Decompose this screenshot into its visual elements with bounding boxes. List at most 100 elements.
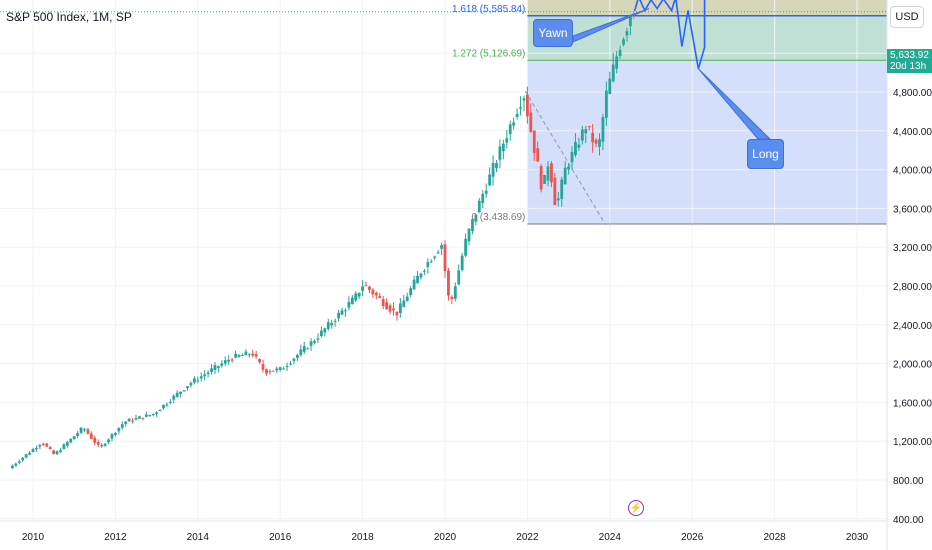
candle-body bbox=[131, 420, 134, 422]
zone-0-1272 bbox=[527, 60, 887, 225]
candle-body bbox=[608, 78, 612, 94]
price-tick-label: 2,000.00 bbox=[893, 360, 932, 371]
candle-body bbox=[405, 296, 409, 302]
candle-body bbox=[251, 353, 255, 356]
candle-body bbox=[62, 444, 66, 449]
candle-body bbox=[378, 295, 382, 298]
candle-body bbox=[495, 162, 498, 169]
candle-body bbox=[505, 138, 509, 143]
candle-body bbox=[196, 380, 200, 382]
candle-body bbox=[357, 292, 361, 297]
candle-body bbox=[271, 370, 275, 372]
candle-body bbox=[124, 421, 128, 424]
candle-body bbox=[460, 255, 464, 271]
price-axis[interactable]: 400.00 800.00 1,200.00 1,600.00 2,000.00 2,40… bbox=[886, 0, 932, 550]
candle-body bbox=[289, 363, 292, 365]
candle-body bbox=[110, 434, 114, 439]
currency-button[interactable]: USD bbox=[890, 6, 924, 28]
last-price: 5,633.92 bbox=[890, 50, 929, 61]
candle-body bbox=[17, 461, 21, 463]
time-tick-label: 2022 bbox=[516, 532, 539, 543]
candle-body bbox=[529, 112, 533, 132]
candle-body bbox=[368, 286, 371, 291]
candle-body bbox=[141, 417, 145, 419]
candle-body bbox=[536, 148, 540, 162]
long-callout[interactable]: Long bbox=[747, 139, 784, 169]
candle-body bbox=[464, 238, 467, 256]
candle-body bbox=[443, 244, 447, 271]
candle-body bbox=[299, 349, 303, 355]
time-tick-label: 2020 bbox=[434, 532, 457, 543]
candle-body bbox=[38, 445, 42, 447]
candle-body bbox=[347, 302, 351, 308]
candle-body bbox=[11, 465, 14, 469]
candle-body bbox=[385, 302, 389, 310]
candle-body bbox=[350, 297, 354, 305]
price-tick-label: 1,200.00 bbox=[893, 437, 932, 448]
candle-body bbox=[192, 378, 196, 383]
candle-body bbox=[292, 358, 296, 361]
last-price-tag: 5,633.92 20d 13h bbox=[887, 49, 932, 73]
candle-body bbox=[144, 414, 148, 417]
price-tick-label: 3,600.00 bbox=[893, 204, 932, 215]
candle-body bbox=[117, 427, 121, 432]
time-axis[interactable]: 2010 2012 2014 2016 2018 2020 2022 2024 2026 2028… bbox=[0, 520, 887, 543]
yawn-callout[interactable]: Yawn bbox=[533, 19, 573, 47]
candle-body bbox=[55, 451, 59, 455]
candle-body bbox=[457, 270, 461, 285]
candle-body bbox=[103, 443, 107, 446]
candle-body bbox=[426, 262, 430, 267]
candle-body bbox=[230, 359, 234, 361]
candle-body bbox=[186, 386, 189, 389]
candle-body bbox=[423, 270, 426, 272]
candle-body bbox=[364, 285, 368, 287]
candle-body bbox=[223, 360, 227, 364]
candle-body bbox=[265, 369, 268, 374]
price-tick-label: 800.00 bbox=[893, 476, 924, 487]
candle-body bbox=[374, 292, 378, 296]
candle-body bbox=[206, 372, 210, 375]
lightning-icon[interactable]: ⚡ bbox=[628, 500, 644, 516]
candle-body bbox=[388, 305, 392, 312]
candle-body bbox=[498, 146, 502, 160]
time-tick-label: 2018 bbox=[351, 532, 374, 543]
candle-body bbox=[162, 404, 165, 409]
candle-body bbox=[560, 179, 564, 199]
candle-body bbox=[354, 293, 358, 301]
fib-labels: 1.618 (5,585.84) 1.272 (5,126.69) 0 (3,438… bbox=[452, 4, 525, 223]
candle-body bbox=[526, 94, 529, 117]
candle-body bbox=[604, 90, 608, 118]
candle-body bbox=[591, 132, 595, 143]
candle-body bbox=[41, 443, 45, 445]
candle-body bbox=[563, 167, 567, 185]
candle-body bbox=[182, 390, 186, 392]
candle-body bbox=[217, 366, 220, 368]
candle-body bbox=[481, 193, 485, 204]
candle-body bbox=[79, 427, 83, 433]
candle-body bbox=[175, 392, 179, 397]
price-tick-label: 4,400.00 bbox=[893, 127, 932, 138]
candle-body bbox=[402, 300, 406, 308]
candle-body bbox=[629, 16, 632, 27]
candle-body bbox=[261, 364, 265, 370]
candle-body bbox=[601, 117, 605, 142]
candle-body bbox=[574, 142, 577, 156]
candle-body bbox=[179, 391, 183, 394]
candle-body bbox=[76, 433, 80, 437]
time-tick-label: 2012 bbox=[104, 532, 127, 543]
candle-body bbox=[570, 151, 574, 163]
candle-body bbox=[361, 286, 364, 291]
candle-body bbox=[86, 429, 90, 434]
candle-body bbox=[512, 122, 516, 126]
candle-body bbox=[278, 367, 282, 370]
candle-body bbox=[580, 129, 584, 141]
candle-body bbox=[45, 443, 49, 447]
time-tick-label: 2016 bbox=[269, 532, 292, 543]
candle-body bbox=[172, 395, 176, 400]
candle-body bbox=[35, 447, 38, 450]
candle-body bbox=[556, 198, 560, 201]
candle-body bbox=[241, 355, 244, 357]
price-tick-label: 4,000.00 bbox=[893, 166, 932, 177]
candle-body bbox=[244, 351, 248, 356]
